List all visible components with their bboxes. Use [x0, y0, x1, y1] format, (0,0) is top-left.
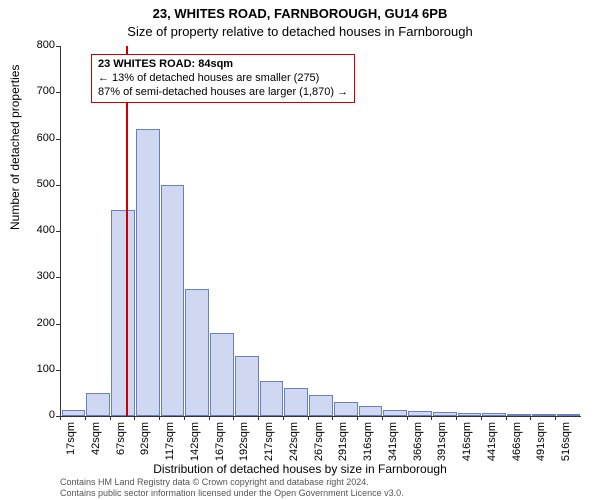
- xtick-label: 291sqm: [337, 422, 349, 467]
- xtick-mark: [332, 416, 333, 420]
- histogram-bar: [284, 388, 308, 416]
- xtick-label: 416sqm: [461, 422, 473, 467]
- xtick-label: 466sqm: [511, 422, 523, 467]
- ytick-label: 200: [15, 317, 55, 329]
- xtick-mark: [110, 416, 111, 420]
- xtick-mark: [60, 416, 61, 420]
- xtick-mark: [456, 416, 457, 420]
- ytick-label: 0: [15, 409, 55, 421]
- chart-container: 23, WHITES ROAD, FARNBOROUGH, GU14 6PB S…: [0, 0, 600, 500]
- histogram-bar: [260, 381, 284, 416]
- xtick-mark: [159, 416, 160, 420]
- xtick-mark: [308, 416, 309, 420]
- histogram-bar: [507, 414, 531, 416]
- ytick-label: 100: [15, 363, 55, 375]
- xtick-mark: [258, 416, 259, 420]
- histogram-bar: [408, 411, 432, 416]
- xtick-label: 117sqm: [164, 422, 176, 467]
- xtick-label: 42sqm: [90, 422, 102, 467]
- xtick-mark: [481, 416, 482, 420]
- chart-title-subtitle: Size of property relative to detached ho…: [0, 24, 600, 39]
- ytick-label: 600: [15, 132, 55, 144]
- histogram-bar: [161, 185, 185, 416]
- histogram-bar: [359, 406, 383, 416]
- footer-line1: Contains HM Land Registry data © Crown c…: [60, 477, 404, 487]
- xtick-mark: [85, 416, 86, 420]
- xtick-label: 316sqm: [362, 422, 374, 467]
- annotation-line1: 23 WHITES ROAD: 84sqm: [98, 58, 348, 72]
- xtick-mark: [209, 416, 210, 420]
- xtick-label: 267sqm: [313, 422, 325, 467]
- xtick-mark: [357, 416, 358, 420]
- x-axis-label: Distribution of detached houses by size …: [0, 462, 600, 476]
- xtick-label: 217sqm: [263, 422, 275, 467]
- xtick-label: 67sqm: [115, 422, 127, 467]
- xtick-mark: [555, 416, 556, 420]
- xtick-label: 366sqm: [412, 422, 424, 467]
- histogram-bar: [458, 413, 482, 416]
- histogram-bar: [334, 402, 358, 416]
- histogram-bar: [309, 395, 333, 416]
- xtick-label: 441sqm: [486, 422, 498, 467]
- histogram-bar: [383, 410, 407, 416]
- xtick-mark: [134, 416, 135, 420]
- xtick-mark: [407, 416, 408, 420]
- ytick-label: 300: [15, 270, 55, 282]
- xtick-label: 192sqm: [238, 422, 250, 467]
- xtick-mark: [283, 416, 284, 420]
- ytick-label: 700: [15, 85, 55, 97]
- footer-attribution: Contains HM Land Registry data © Crown c…: [60, 477, 404, 498]
- xtick-label: 17sqm: [65, 422, 77, 467]
- xtick-mark: [530, 416, 531, 420]
- plot-area: 23 WHITES ROAD: 84sqm ← 13% of detached …: [60, 46, 581, 417]
- histogram-bar: [210, 333, 234, 416]
- ytick-label: 500: [15, 178, 55, 190]
- xtick-mark: [382, 416, 383, 420]
- histogram-bar: [111, 210, 135, 416]
- xtick-label: 242sqm: [288, 422, 300, 467]
- annotation-box: 23 WHITES ROAD: 84sqm ← 13% of detached …: [91, 54, 355, 103]
- xtick-mark: [184, 416, 185, 420]
- xtick-label: 92sqm: [139, 422, 151, 467]
- histogram-bar: [482, 413, 506, 416]
- histogram-bar: [433, 412, 457, 416]
- xtick-label: 391sqm: [436, 422, 448, 467]
- ytick-label: 400: [15, 224, 55, 236]
- histogram-bar: [86, 393, 110, 416]
- histogram-bar: [532, 414, 556, 416]
- histogram-bar: [136, 129, 160, 416]
- xtick-label: 167sqm: [214, 422, 226, 467]
- histogram-bar: [235, 356, 259, 416]
- footer-line2: Contains public sector information licen…: [60, 488, 404, 498]
- xtick-mark: [431, 416, 432, 420]
- xtick-mark: [233, 416, 234, 420]
- ytick-label: 800: [15, 39, 55, 51]
- annotation-line2: ← 13% of detached houses are smaller (27…: [98, 72, 348, 86]
- xtick-label: 491sqm: [535, 422, 547, 467]
- xtick-label: 142sqm: [189, 422, 201, 467]
- xtick-mark: [506, 416, 507, 420]
- xtick-label: 516sqm: [560, 422, 572, 467]
- chart-title-address: 23, WHITES ROAD, FARNBOROUGH, GU14 6PB: [0, 6, 600, 21]
- annotation-line3: 87% of semi-detached houses are larger (…: [98, 86, 348, 100]
- xtick-label: 341sqm: [387, 422, 399, 467]
- histogram-bar: [185, 289, 209, 416]
- histogram-bar: [62, 410, 86, 416]
- histogram-bar: [557, 414, 581, 416]
